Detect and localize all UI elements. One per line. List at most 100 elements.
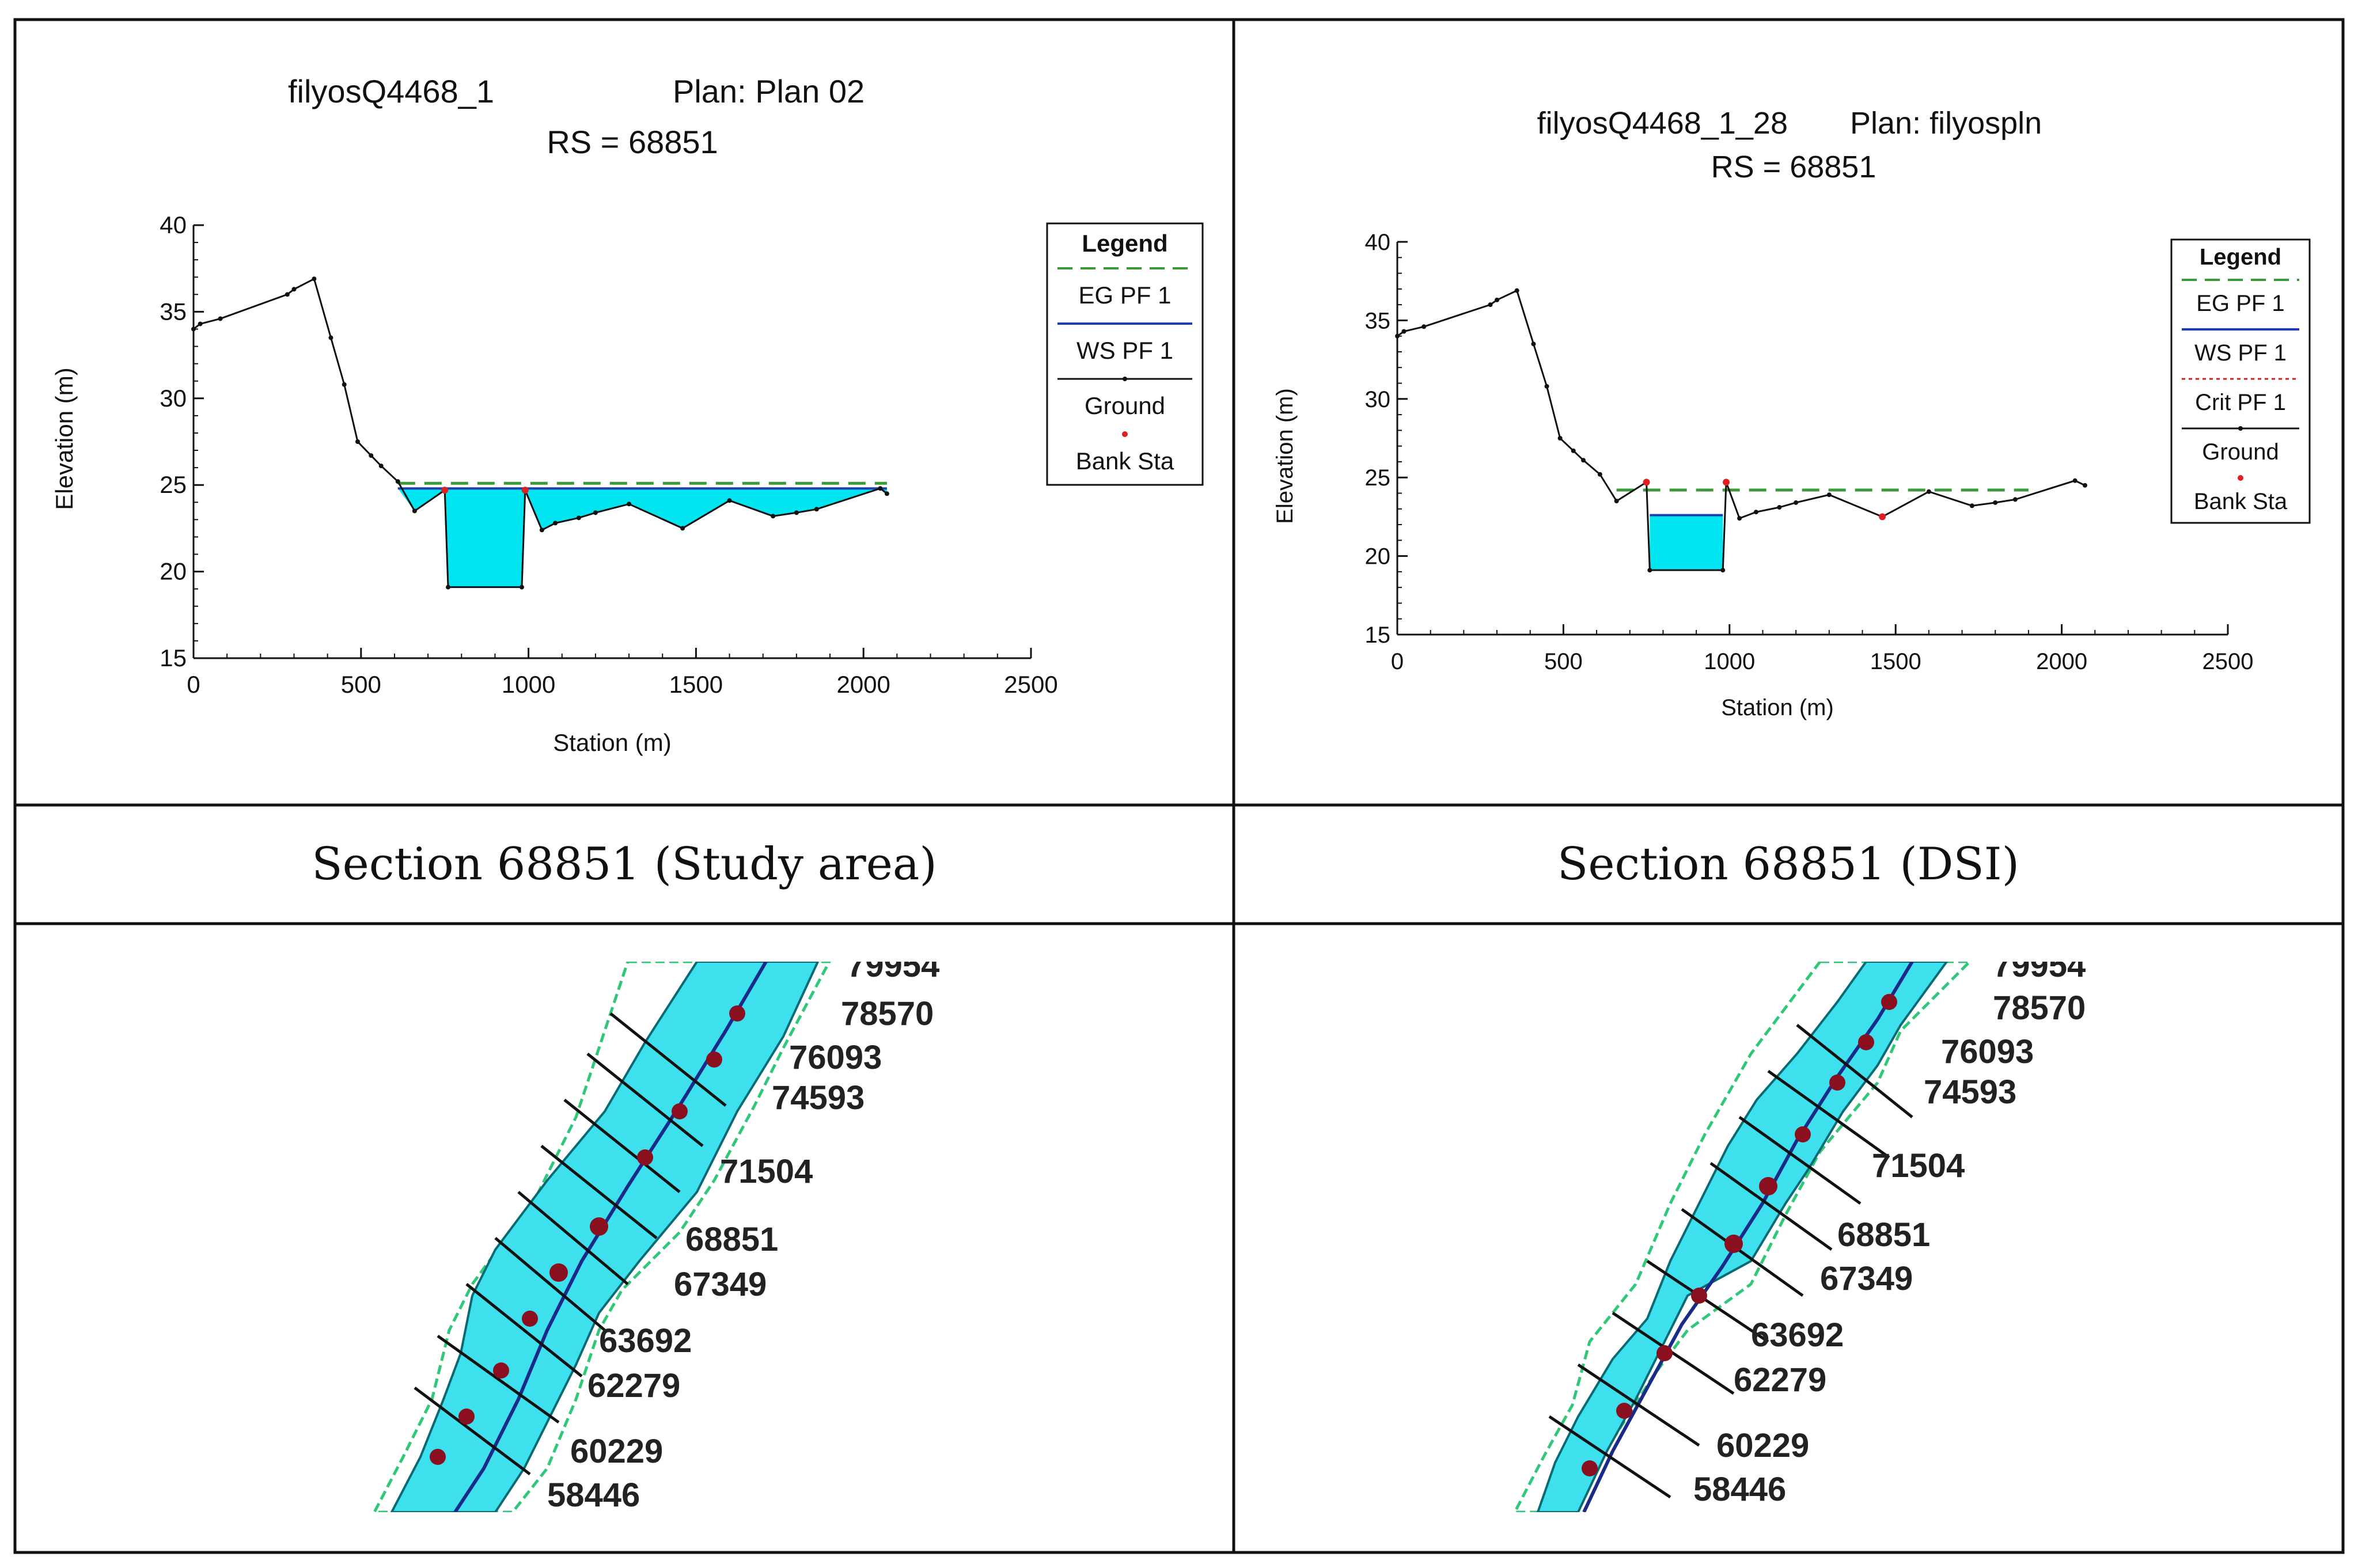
- chart-title: filyosQ4468_1: [288, 73, 494, 109]
- caption-left: Section 68851 (Study area): [312, 838, 937, 890]
- xs-line: [563, 1099, 681, 1193]
- x-tick-label: 1500: [669, 671, 723, 698]
- ground-point: [727, 498, 732, 503]
- station-label: 79954: [1993, 962, 2086, 984]
- ground-point: [369, 453, 374, 458]
- ground-point: [627, 502, 632, 507]
- legend-label: WS PF 1: [1076, 337, 1173, 364]
- plan-map-svg: 79954 78570 76093 74593 71504 68851 6734…: [373, 962, 939, 1512]
- ground-point: [2012, 497, 2018, 502]
- y-tick-label: 25: [1365, 465, 1391, 491]
- xs-line: [1548, 1415, 1671, 1499]
- node: [590, 1217, 608, 1236]
- x-tick-label: 0: [187, 671, 200, 698]
- reach-boundary: [373, 962, 831, 1512]
- ground-point: [1488, 302, 1493, 307]
- ground-point: [395, 479, 400, 484]
- legend-swatch-ground-dot: [2238, 426, 2243, 431]
- xs-line: [414, 1387, 531, 1475]
- legend-label: Ground: [2202, 439, 2279, 465]
- ground-point: [1969, 503, 1974, 508]
- node: [458, 1408, 475, 1425]
- ground-point: [2072, 478, 2078, 483]
- station-label: 74593: [772, 1079, 865, 1117]
- node: [1691, 1288, 1707, 1304]
- plan-map-left: 79954 78570 76093 74593 71504 68851 6734…: [357, 962, 991, 1512]
- chart-rs: RS = 68851: [1711, 150, 1876, 184]
- ground-point: [291, 287, 297, 292]
- bank-station: [521, 487, 529, 494]
- cross-sections: [414, 1012, 727, 1475]
- y-axis-label: Elevation (m): [51, 367, 78, 510]
- node: [729, 1005, 745, 1022]
- xs-chart-left: filyosQ4468_1 Plan: Plan 02 RS = 68851 0…: [51, 73, 1204, 756]
- station-label: 68851: [685, 1221, 778, 1258]
- x-tick-label: 1500: [1870, 649, 1921, 674]
- station-label: 60229: [570, 1433, 663, 1470]
- x-tick-label: 1000: [502, 671, 555, 698]
- ground-point: [378, 464, 384, 469]
- plot-area: 0 500 1000 1500 2000 2500 15 20 25 30 35 40: [160, 211, 1057, 698]
- station-label: 62279: [1734, 1361, 1826, 1399]
- ground-point: [285, 292, 290, 297]
- ground-point: [576, 515, 581, 521]
- y-tick-label: 15: [1365, 622, 1391, 648]
- xs-line: [1681, 1208, 1804, 1297]
- chart-plan: Plan: Plan 02: [673, 73, 865, 109]
- x-tick-label: 0: [1391, 649, 1404, 674]
- legend-swatch-bank: [1122, 431, 1128, 437]
- ground-point: [1614, 499, 1619, 504]
- ground-point: [553, 521, 558, 526]
- caption-right: Section 68851 (DSI): [1557, 838, 2020, 890]
- ground-point: [680, 526, 685, 531]
- plot-area: 0 500 1000 1500 2000 2500 15 20 25 30 35 40: [1365, 230, 2254, 674]
- ground-point: [1571, 448, 1576, 453]
- ground-point: [1720, 568, 1726, 573]
- node: [706, 1051, 722, 1068]
- legend-label: Bank Sta: [2194, 489, 2288, 514]
- ground-line: [1397, 289, 2086, 571]
- node: [1829, 1075, 1845, 1091]
- station-label: 68851: [1837, 1216, 1930, 1254]
- node: [1656, 1345, 1673, 1361]
- node: [493, 1362, 509, 1379]
- ground-point: [1421, 324, 1427, 329]
- ground-point: [1926, 489, 1931, 494]
- node: [1582, 1460, 1598, 1476]
- ground-point: [412, 508, 417, 514]
- y-tick-label: 40: [1365, 230, 1391, 255]
- ground-point: [1597, 472, 1602, 477]
- station-labels: 79954 78570 76093 74593 71504 68851 6734…: [547, 962, 939, 1512]
- legend-label: WS PF 1: [2194, 340, 2287, 366]
- station-label: 63692: [599, 1322, 692, 1360]
- junction-dots: [430, 1005, 745, 1465]
- xs-line: [586, 1053, 704, 1147]
- cross-sections: [1548, 1024, 1913, 1499]
- ground-point: [1581, 458, 1586, 463]
- x-tick-label: 2500: [1004, 671, 1057, 698]
- xs-line: [1767, 1069, 1890, 1159]
- node: [1858, 1034, 1874, 1050]
- legend-label: Crit PF 1: [2195, 390, 2286, 415]
- y-tick-label: 30: [160, 385, 187, 412]
- legend-title: Legend: [1082, 230, 1167, 257]
- node: [522, 1311, 538, 1327]
- ground-point: [814, 507, 819, 512]
- xs-line: [465, 1283, 583, 1377]
- y-tick-label: 40: [160, 211, 187, 238]
- ground-point: [218, 316, 223, 321]
- ground-point: [771, 514, 776, 519]
- x-tick-label: 500: [341, 671, 381, 698]
- station-label: 67349: [1820, 1260, 1913, 1297]
- water-fill: [397, 488, 887, 587]
- y-tick-label: 35: [160, 298, 187, 325]
- ground-point: [878, 486, 883, 491]
- xs-line: [1796, 1024, 1913, 1118]
- legend-title: Legend: [2200, 244, 2281, 269]
- bank-station: [1643, 479, 1650, 486]
- station-label: 58446: [547, 1476, 640, 1512]
- y-tick-label: 30: [1365, 387, 1391, 412]
- y-tick-label: 15: [160, 644, 187, 671]
- chart-title: filyosQ4468_1_28: [1537, 106, 1788, 141]
- xs-line: [540, 1145, 658, 1239]
